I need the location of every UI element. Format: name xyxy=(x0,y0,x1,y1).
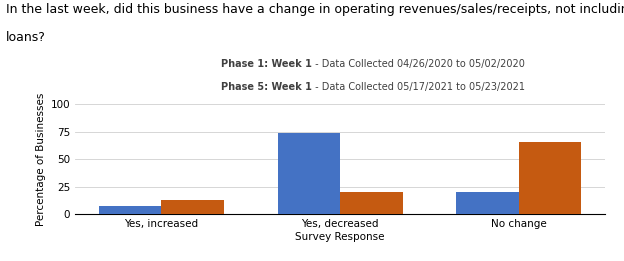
Text: Phase 1: Week 1: Phase 1: Week 1 xyxy=(221,59,312,69)
Text: Phase 5: Week 1: Phase 5: Week 1 xyxy=(221,82,312,92)
Y-axis label: Percentage of Businesses: Percentage of Businesses xyxy=(36,92,46,226)
Text: - Data Collected 05/17/2021 to 05/23/2021: - Data Collected 05/17/2021 to 05/23/202… xyxy=(312,82,525,92)
Text: loans?: loans? xyxy=(6,31,46,44)
Text: In the last week, did this business have a change in operating revenues/sales/re: In the last week, did this business have… xyxy=(6,3,624,16)
Bar xyxy=(456,192,519,214)
Bar xyxy=(162,200,224,214)
Bar xyxy=(340,192,402,214)
Bar xyxy=(278,133,340,214)
Bar xyxy=(99,206,162,214)
Text: - Data Collected 04/26/2020 to 05/02/2020: - Data Collected 04/26/2020 to 05/02/202… xyxy=(312,59,525,69)
X-axis label: Survey Response: Survey Response xyxy=(295,232,385,242)
Bar xyxy=(519,142,581,214)
